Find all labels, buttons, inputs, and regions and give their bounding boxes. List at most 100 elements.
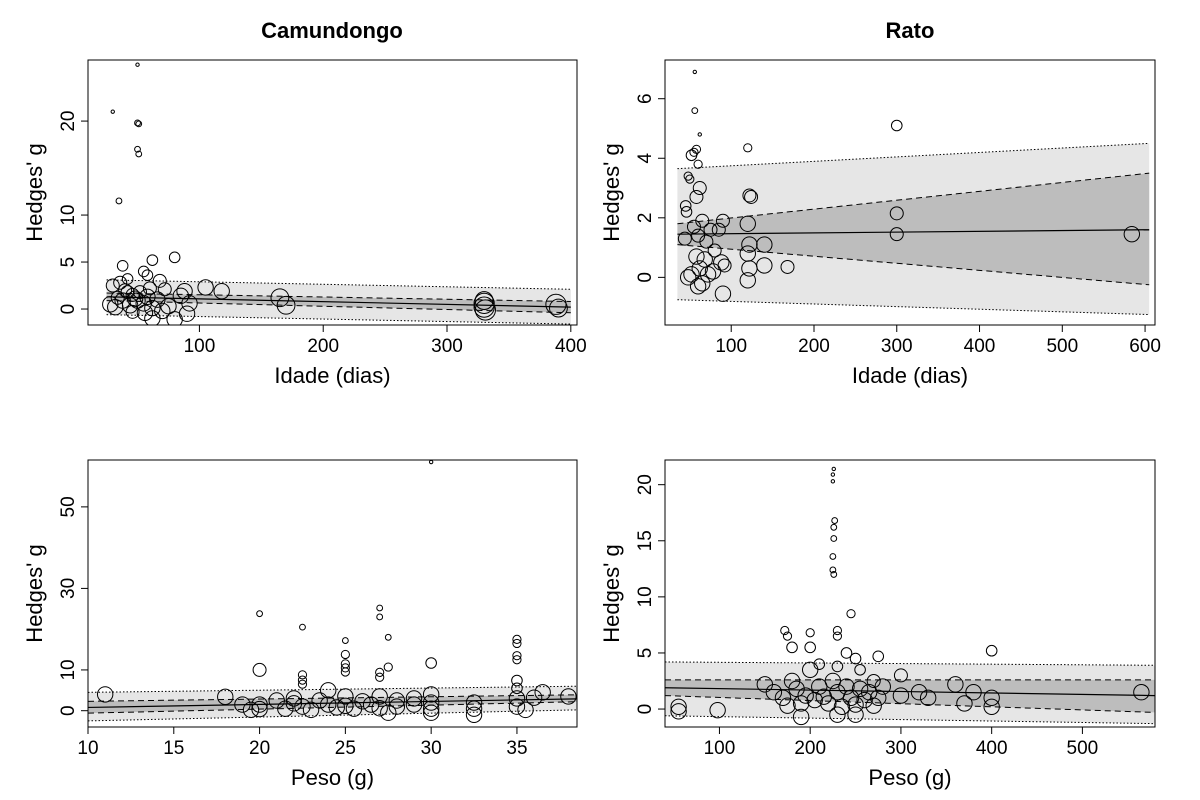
data-point [320,682,337,699]
plot-area [88,460,577,723]
panel-camundongo-peso: 10 15 20 25 30 35 0 10 30 50 Peso (g) Hedges' g [22,459,578,790]
x-tick-label: 200 [798,336,830,357]
x-tick-label: 300 [881,336,913,357]
data-point [512,638,522,649]
data-point [252,662,267,677]
prediction-lower-line [677,299,1150,316]
data-point [425,657,437,669]
data-point [670,698,687,716]
data-point [234,696,251,713]
data-point [831,517,839,524]
data-point [689,189,704,204]
data-point [134,145,141,153]
data-point [388,692,406,709]
data-point [328,699,345,716]
data-point [919,689,937,707]
data-point [297,670,308,680]
data-point [788,680,805,698]
data-point [105,278,120,293]
data-point [181,295,198,312]
column-title-camundongo: Camundongo [261,18,403,43]
data-point [699,266,717,283]
data-point [688,248,705,265]
data-point [375,672,385,682]
data-point [166,311,183,325]
data-point [340,663,350,673]
data-point [704,263,722,280]
plot-frame [664,59,1156,326]
data-point [985,644,998,657]
data-point [846,609,856,619]
data-point [213,282,230,300]
plot-frame [664,459,1156,728]
data-point [422,686,440,703]
data-point [786,641,798,654]
data-point [422,700,440,717]
data-point [889,227,904,242]
data-point [780,625,790,636]
plot-area [102,62,571,325]
data-point [405,690,423,707]
y-tick-label: 10 [58,204,79,225]
data-point [142,281,157,296]
column-title-rato: Rato [886,18,935,43]
data-point [847,706,864,723]
confidence-lower-line [106,300,571,314]
x-tick-label: 35 [506,738,527,759]
y-tick-label: 0 [635,704,656,715]
data-point [474,299,496,321]
data-point [384,633,392,641]
x-tick-label: 600 [1129,336,1161,357]
data-point [780,259,795,274]
data-point [1133,684,1150,701]
data-point [847,696,864,713]
y-tick-label: 0 [58,304,79,315]
x-tick-label: 300 [431,336,463,357]
data-point [294,698,311,715]
x-tick-label: 500 [1046,336,1078,357]
x-axis-label: Idade (dias) [852,363,968,388]
data-point [135,150,143,158]
data-point [251,700,268,718]
data-point [277,700,294,717]
data-point [715,213,730,228]
plot-area [677,69,1150,316]
prediction-lower-line [106,314,571,325]
x-axis-label: Idade (dias) [274,363,390,388]
data-point [125,304,140,319]
x-tick-label: 20 [249,738,270,759]
data-point [693,159,703,169]
data-point [830,523,838,531]
data-point [508,690,526,707]
data-point [742,188,757,203]
y-tick-label: 5 [635,648,656,659]
data-point [512,651,522,661]
data-point [890,119,903,132]
prediction-lower-line [88,709,577,722]
data-point [831,466,836,472]
prediction-upper-line [665,661,1155,666]
data-point [689,147,699,157]
data-point [813,658,826,670]
data-point [685,149,698,162]
y-tick-label: 20 [58,111,79,132]
data-point [782,631,793,641]
panel-rato-idade: 100 200 300 400 500 600 0 2 4 6 Idade (dias) Hedges… [599,59,1161,388]
data-point [549,298,568,318]
y-tick-label: 0 [58,705,79,716]
data-point [337,688,354,705]
data-point [285,695,303,712]
y-tick-label: 4 [635,153,656,164]
data-point [380,704,397,721]
data-point [383,662,393,672]
x-tick-label: 200 [794,738,826,759]
data-point [354,693,371,710]
data-point [831,660,844,673]
data-point [691,107,699,115]
x-axis-label: Peso (g) [868,765,951,790]
data-point [820,695,837,712]
y-tick-label: 10 [58,659,79,680]
confidence-lower-line [88,701,577,714]
confidence-lower-line [665,695,1155,713]
